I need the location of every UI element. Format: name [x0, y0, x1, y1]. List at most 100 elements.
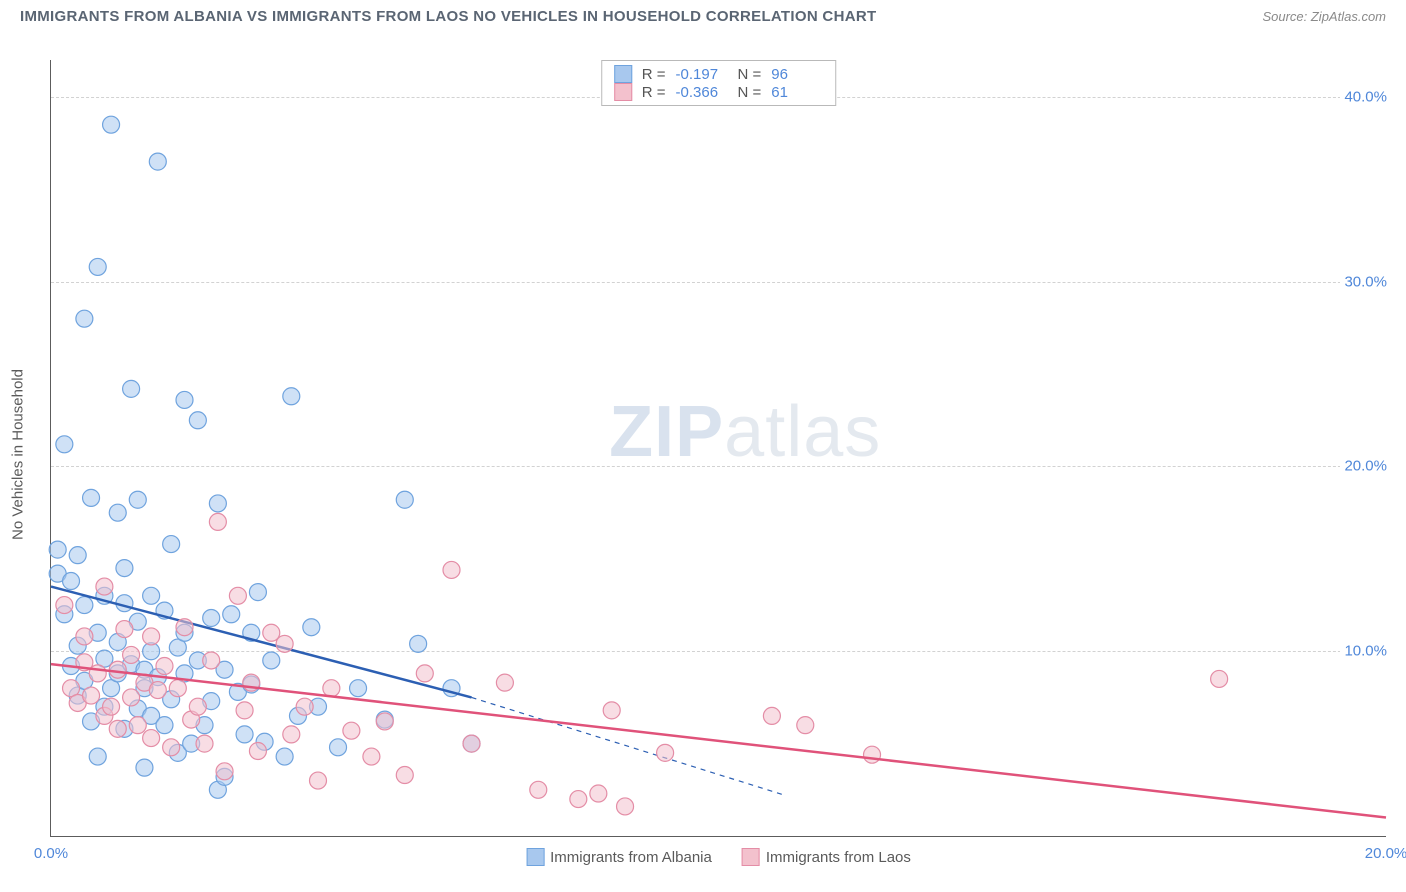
data-point: [330, 739, 347, 756]
data-point: [229, 587, 246, 604]
data-point: [143, 628, 160, 645]
data-point: [169, 680, 186, 697]
header: IMMIGRANTS FROM ALBANIA VS IMMIGRANTS FR…: [0, 0, 1406, 29]
data-point: [463, 735, 480, 752]
swatch-albania-icon: [526, 848, 544, 866]
data-point: [396, 767, 413, 784]
data-point: [83, 687, 100, 704]
data-point: [96, 578, 113, 595]
data-point: [249, 743, 266, 760]
data-point: [103, 698, 120, 715]
data-point: [396, 491, 413, 508]
legend-label-albania: Immigrants from Albania: [550, 849, 712, 866]
data-point: [143, 587, 160, 604]
data-point: [283, 726, 300, 743]
data-point: [156, 658, 173, 675]
swatch-laos-icon: [742, 848, 760, 866]
data-point: [163, 536, 180, 553]
r-value-laos: -0.366: [676, 84, 728, 101]
data-point: [176, 619, 193, 636]
data-point: [109, 661, 126, 678]
data-point: [530, 781, 547, 798]
data-point: [123, 689, 140, 706]
data-point: [236, 726, 253, 743]
data-point: [149, 153, 166, 170]
legend-row-albania: R = -0.197 N = 96: [614, 65, 824, 83]
data-point: [103, 116, 120, 133]
n-label: N =: [738, 66, 762, 83]
data-point: [149, 682, 166, 699]
data-point: [864, 746, 881, 763]
data-point: [76, 310, 93, 327]
data-point: [56, 436, 73, 453]
data-point: [617, 798, 634, 815]
legend-item-laos: Immigrants from Laos: [742, 848, 911, 866]
data-point: [116, 560, 133, 577]
data-point: [69, 547, 86, 564]
data-point: [350, 680, 367, 697]
data-point: [363, 748, 380, 765]
data-point: [136, 759, 153, 776]
swatch-laos: [614, 83, 632, 101]
data-point: [156, 717, 173, 734]
r-label: R =: [642, 66, 666, 83]
data-point: [176, 391, 193, 408]
data-point: [410, 635, 427, 652]
series-legend: Immigrants from Albania Immigrants from …: [526, 848, 911, 866]
data-point: [590, 785, 607, 802]
correlation-legend: R = -0.197 N = 96 R = -0.366 N = 61: [601, 60, 837, 106]
data-point: [116, 621, 133, 638]
data-point: [276, 748, 293, 765]
x-tick-label: 20.0%: [1365, 845, 1406, 862]
data-point: [76, 597, 93, 614]
n-value-laos: 61: [771, 84, 823, 101]
data-point: [376, 713, 393, 730]
data-point: [283, 388, 300, 405]
data-point: [263, 652, 280, 669]
data-point: [56, 597, 73, 614]
data-point: [276, 635, 293, 652]
data-point: [323, 680, 340, 697]
legend-row-laos: R = -0.366 N = 61: [614, 83, 824, 101]
data-point: [763, 707, 780, 724]
data-point: [89, 748, 106, 765]
data-point: [163, 739, 180, 756]
data-point: [236, 702, 253, 719]
trendline-extrapolated: [472, 697, 786, 795]
data-point: [797, 717, 814, 734]
data-point: [196, 735, 213, 752]
data-point: [83, 489, 100, 506]
data-point: [109, 504, 126, 521]
data-point: [303, 619, 320, 636]
data-point: [1211, 670, 1228, 687]
data-point: [189, 698, 206, 715]
data-point: [89, 258, 106, 275]
trendline: [51, 664, 1386, 817]
chart-title: IMMIGRANTS FROM ALBANIA VS IMMIGRANTS FR…: [20, 8, 876, 25]
scatter-svg: [51, 60, 1386, 836]
data-point: [203, 609, 220, 626]
r-value-albania: -0.197: [676, 66, 728, 83]
data-point: [49, 541, 66, 558]
data-point: [310, 772, 327, 789]
swatch-albania: [614, 65, 632, 83]
data-point: [89, 665, 106, 682]
data-point: [496, 674, 513, 691]
legend-label-laos: Immigrants from Laos: [766, 849, 911, 866]
source-attribution: Source: ZipAtlas.com: [1262, 9, 1386, 24]
data-point: [63, 573, 80, 590]
data-point: [343, 722, 360, 739]
n-label: N =: [738, 84, 762, 101]
data-point: [570, 791, 587, 808]
data-point: [216, 763, 233, 780]
data-point: [76, 628, 93, 645]
data-point: [657, 744, 674, 761]
data-point: [129, 717, 146, 734]
data-point: [223, 606, 240, 623]
data-point: [249, 584, 266, 601]
data-point: [189, 412, 206, 429]
data-point: [209, 495, 226, 512]
data-point: [296, 698, 313, 715]
data-point: [203, 652, 220, 669]
data-point: [443, 561, 460, 578]
